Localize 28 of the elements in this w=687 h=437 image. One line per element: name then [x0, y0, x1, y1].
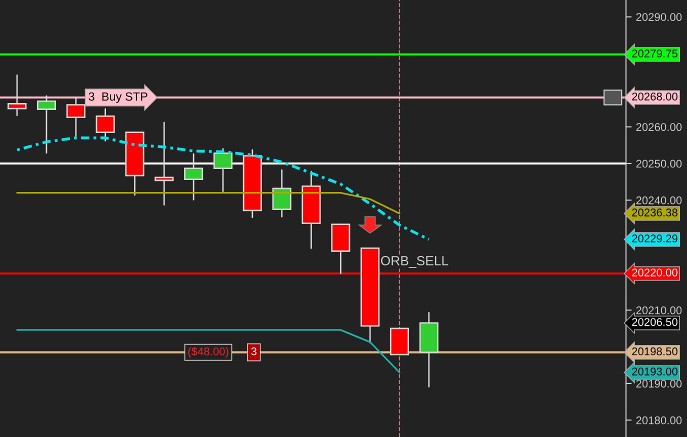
y-tick-label: 20180.00 [636, 416, 682, 424]
annotation: 3 Buy STP [88, 92, 148, 104]
candlestick [213, 148, 233, 192]
ref-line-label: 20268.00 [632, 92, 678, 100]
y-tick-label: 20210.00 [636, 306, 682, 314]
y-tick-label: 20240.00 [636, 196, 682, 204]
candlestick [272, 169, 292, 218]
ref-line-label: 20279.75 [632, 50, 678, 58]
text: 20236.38 [632, 208, 678, 216]
candlestick [36, 95, 56, 154]
candlestick [96, 108, 115, 142]
y-tick-label: 20250.00 [636, 160, 682, 168]
text: 20193.00 [632, 368, 678, 376]
annotation: 3 [251, 347, 256, 356]
y-tick-label: 20190.00 [636, 380, 682, 388]
candlestick [8, 74, 27, 116]
line-series [16, 136, 430, 241]
candlestick [184, 153, 204, 200]
text: 20206.50 [632, 318, 678, 326]
annotation: ($48.00) [188, 347, 228, 358]
text: 20229.29 [632, 234, 678, 242]
ref-line-label: 20220.00 [632, 268, 678, 276]
ref-line-label: 20198.50 [632, 347, 678, 356]
y-tick-label: 20290.00 [636, 13, 682, 21]
annotation: ORB_SELL [380, 256, 448, 268]
candlestick [66, 96, 86, 137]
candlestick [154, 122, 174, 206]
y-tick-label: 20260.00 [636, 123, 682, 131]
